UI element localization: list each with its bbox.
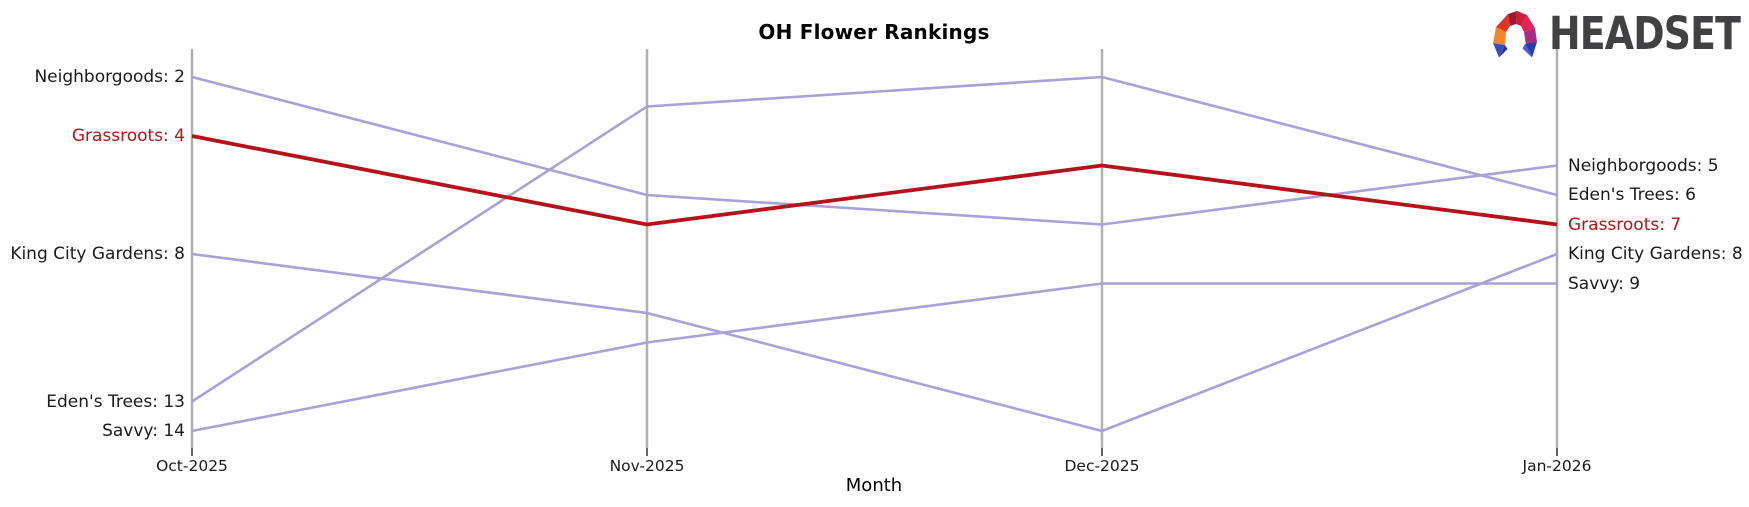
x-tick-jan-2026: Jan-2026 xyxy=(1522,457,1592,475)
right-label-grassroots: Grassroots: 7 xyxy=(1568,214,1682,235)
x-tick-nov-2025: Nov-2025 xyxy=(609,457,685,475)
x-tick-oct-2025: Oct-2025 xyxy=(156,457,228,475)
brand-name: HEADSET xyxy=(1549,7,1741,60)
right-label-savvy: Savvy: 9 xyxy=(1568,273,1641,294)
right-label-edens-trees: Eden's Trees: 6 xyxy=(1568,185,1696,205)
left-label-grassroots: Grassroots: 4 xyxy=(71,126,185,146)
left-label-king-city-gardens: King City Gardens: 8 xyxy=(10,244,185,264)
headset-logo: HEADSET xyxy=(1489,8,1744,60)
right-label-king-city-gardens: King City Gardens: 8 xyxy=(1568,244,1743,264)
left-label-neighborgoods: Neighborgoods: 2 xyxy=(34,67,185,87)
left-label-edens-trees: Eden's Trees: 13 xyxy=(46,391,185,412)
chart-title: OH Flower Rankings xyxy=(758,20,990,44)
x-tick-dec-2025: Dec-2025 xyxy=(1064,457,1140,475)
right-label-neighborgoods: Neighborgoods: 5 xyxy=(1568,155,1719,176)
headset-logo-icon xyxy=(1493,11,1537,58)
x-axis-label: Month xyxy=(845,475,903,496)
left-label-savvy: Savvy: 14 xyxy=(102,421,185,441)
